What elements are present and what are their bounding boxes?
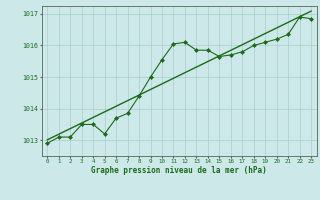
X-axis label: Graphe pression niveau de la mer (hPa): Graphe pression niveau de la mer (hPa) [91,166,267,175]
